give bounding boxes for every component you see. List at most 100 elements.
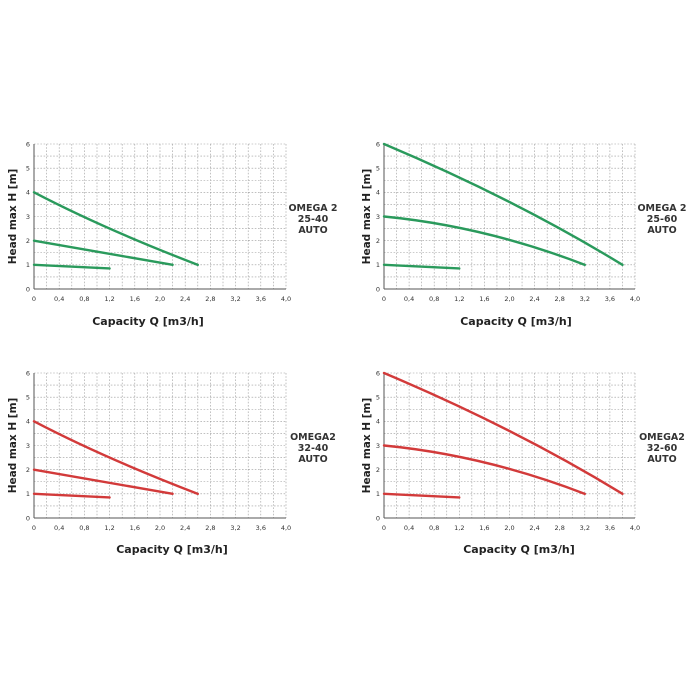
x-tick-label: 4,0 bbox=[281, 524, 291, 532]
pump-chart-1: 0 0,4 0,8 1,2 1,6 2,0 2,4 2,8 3,2 3,6 4,0 1 2 3 4 5 6 0 Ca… bbox=[7, 140, 338, 328]
y-tick-label: 2 bbox=[26, 466, 30, 474]
x-tick-label: 2,4 bbox=[529, 295, 539, 303]
model-label-line: 32-40 bbox=[298, 443, 329, 454]
x-tick-label: 2,0 bbox=[155, 524, 165, 532]
grid bbox=[383, 372, 636, 519]
pump-chart-3: 0 0,4 0,8 1,2 1,6 2,0 2,4 2,8 3,2 3,6 4,0 1 2 3 4 5 6 0 Ca… bbox=[7, 369, 336, 556]
series-line-2 bbox=[32, 468, 174, 496]
series-line-1 bbox=[382, 371, 624, 496]
x-tick-label: 3,2 bbox=[230, 295, 240, 303]
y-tick-label: 5 bbox=[376, 164, 380, 172]
x-tick-label: 4,0 bbox=[630, 524, 640, 532]
model-label-line: AUTO bbox=[647, 454, 676, 465]
y-tick-label: 1 bbox=[26, 490, 30, 498]
x-tick-label: 2,4 bbox=[180, 295, 190, 303]
x-tick-label: 0,8 bbox=[429, 295, 439, 303]
x-tick-label: 2,0 bbox=[504, 524, 514, 532]
x-tick-label: 1,2 bbox=[104, 295, 114, 303]
pump-chart-4: 0 0,4 0,8 1,2 1,6 2,0 2,4 2,8 3,2 3,6 4,0 1 2 3 4 5 6 0 Ca… bbox=[361, 369, 685, 556]
model-label-line: OMEGA2 bbox=[639, 432, 685, 443]
x-tick-label: 2,8 bbox=[555, 295, 565, 303]
y-tick-label: 2 bbox=[376, 237, 380, 245]
model-label-line: 25-40 bbox=[298, 214, 329, 225]
y-tick-origin: 0 bbox=[26, 514, 30, 522]
x-tick-label: 1,6 bbox=[130, 295, 140, 303]
x-tick-label: 0,4 bbox=[54, 524, 64, 532]
y-tick-label: 3 bbox=[376, 442, 380, 450]
y-tick-label: 4 bbox=[26, 418, 30, 426]
y-tick-label: 4 bbox=[26, 189, 30, 197]
y-axis-label: Head max H [m] bbox=[361, 169, 373, 265]
x-tick-label: 2,8 bbox=[555, 524, 565, 532]
model-label-line: 32-60 bbox=[647, 443, 678, 454]
model-label-line: AUTO bbox=[647, 225, 676, 236]
y-tick-origin: 0 bbox=[26, 285, 30, 293]
x-tick-label: 2,0 bbox=[155, 295, 165, 303]
x-tick-label: 0 bbox=[32, 524, 36, 532]
y-tick-label: 2 bbox=[376, 466, 380, 474]
model-label-line: OMEGA2 bbox=[290, 432, 336, 443]
y-tick-label: 2 bbox=[26, 237, 30, 245]
x-tick-label: 1,6 bbox=[130, 524, 140, 532]
y-tick-label: 1 bbox=[376, 261, 380, 269]
x-tick-label: 2,4 bbox=[180, 524, 190, 532]
x-tick-label: 0,8 bbox=[429, 524, 439, 532]
y-tick-label: 4 bbox=[376, 418, 380, 426]
x-tick-label: 1,2 bbox=[104, 524, 114, 532]
y-tick-origin: 0 bbox=[376, 285, 380, 293]
x-tick-label: 1,6 bbox=[479, 295, 489, 303]
series-line-3 bbox=[32, 263, 111, 270]
pump-chart-2: 0 0,4 0,8 1,2 1,6 2,0 2,4 2,8 3,2 3,6 4,0 1 2 3 4 5 6 0 Ca… bbox=[361, 140, 687, 328]
model-label-line: OMEGA 2 bbox=[637, 203, 686, 214]
series-line-1 bbox=[32, 191, 199, 267]
x-tick-label: 3,2 bbox=[230, 524, 240, 532]
y-tick-label: 1 bbox=[26, 261, 30, 269]
x-tick-label: 0,4 bbox=[54, 295, 64, 303]
series-line-3 bbox=[382, 263, 461, 270]
model-label-line: AUTO bbox=[298, 225, 327, 236]
y-tick-label: 4 bbox=[376, 189, 380, 197]
series-line-2 bbox=[382, 444, 586, 496]
y-tick-label: 1 bbox=[376, 490, 380, 498]
x-tick-label: 3,6 bbox=[605, 295, 615, 303]
x-axis-label: Capacity Q [m3/h] bbox=[460, 315, 572, 328]
x-tick-label: 0,8 bbox=[79, 524, 89, 532]
model-label-line: OMEGA 2 bbox=[288, 203, 337, 214]
x-tick-label: 1,6 bbox=[479, 524, 489, 532]
y-tick-label: 3 bbox=[26, 442, 30, 450]
x-tick-label: 0,4 bbox=[404, 524, 414, 532]
model-label-line: 25-60 bbox=[647, 214, 678, 225]
x-tick-label: 3,6 bbox=[256, 295, 266, 303]
y-tick-label: 6 bbox=[26, 369, 30, 377]
y-tick-origin: 0 bbox=[376, 514, 380, 522]
y-tick-label: 6 bbox=[376, 140, 380, 148]
y-tick-label: 3 bbox=[376, 213, 380, 221]
series-line-1 bbox=[382, 142, 624, 267]
y-tick-label: 5 bbox=[26, 393, 30, 401]
x-tick-label: 4,0 bbox=[281, 295, 291, 303]
series-line-3 bbox=[382, 492, 461, 499]
grid bbox=[383, 143, 636, 290]
x-tick-label: 3,2 bbox=[580, 295, 590, 303]
x-tick-label: 2,4 bbox=[529, 524, 539, 532]
x-tick-label: 4,0 bbox=[630, 295, 640, 303]
y-tick-label: 5 bbox=[376, 393, 380, 401]
y-axis-label: Head max H [m] bbox=[7, 169, 19, 265]
x-tick-label: 2,0 bbox=[504, 295, 514, 303]
x-tick-label: 3,6 bbox=[605, 524, 615, 532]
series-line-2 bbox=[382, 215, 586, 267]
x-tick-label: 3,6 bbox=[256, 524, 266, 532]
y-axis-label: Head max H [m] bbox=[361, 398, 373, 494]
y-tick-label: 5 bbox=[26, 164, 30, 172]
y-tick-label: 3 bbox=[26, 213, 30, 221]
x-tick-label: 0,4 bbox=[404, 295, 414, 303]
x-tick-label: 0,8 bbox=[79, 295, 89, 303]
x-tick-label: 0 bbox=[382, 295, 386, 303]
series-line-2 bbox=[32, 239, 174, 267]
x-tick-label: 0 bbox=[382, 524, 386, 532]
x-axis-label: Capacity Q [m3/h] bbox=[116, 543, 228, 556]
x-axis-label: Capacity Q [m3/h] bbox=[463, 543, 575, 556]
series-line-1 bbox=[32, 420, 199, 496]
series-line-3 bbox=[32, 492, 111, 499]
